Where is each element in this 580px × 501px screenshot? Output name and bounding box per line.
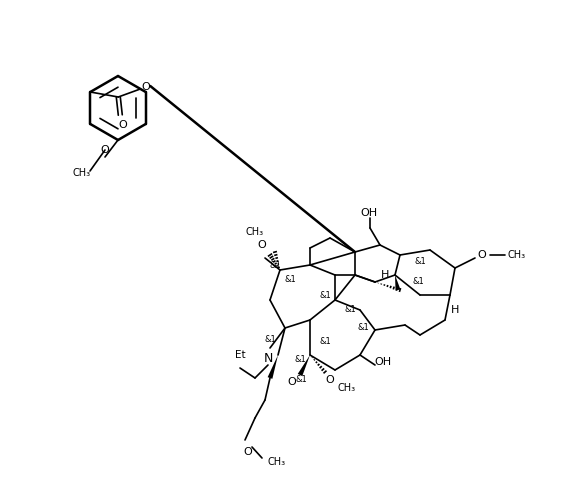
Polygon shape xyxy=(395,275,400,291)
Text: O: O xyxy=(118,120,126,130)
Text: &1: &1 xyxy=(357,323,369,332)
Text: O: O xyxy=(141,82,150,92)
Text: &1: &1 xyxy=(319,338,331,347)
Text: OH: OH xyxy=(375,357,392,367)
Text: &1: &1 xyxy=(269,261,281,270)
Text: CH₃: CH₃ xyxy=(268,457,286,467)
Text: &1: &1 xyxy=(319,291,331,300)
Text: CH₃: CH₃ xyxy=(338,383,356,393)
Text: H: H xyxy=(381,270,389,280)
Text: Et: Et xyxy=(235,350,245,360)
Text: OH: OH xyxy=(360,208,378,218)
Text: &1: &1 xyxy=(296,376,308,384)
Text: O: O xyxy=(100,145,110,155)
Polygon shape xyxy=(298,355,310,376)
Text: CH₃: CH₃ xyxy=(508,250,526,260)
Text: H: H xyxy=(451,305,459,315)
Text: &1: &1 xyxy=(414,258,426,267)
Text: &1: &1 xyxy=(264,336,276,345)
Text: N: N xyxy=(263,352,273,365)
Text: O: O xyxy=(258,240,266,250)
Text: &1: &1 xyxy=(294,356,306,365)
Text: &1: &1 xyxy=(344,306,356,315)
Text: CH₃: CH₃ xyxy=(246,227,264,237)
Text: &1: &1 xyxy=(284,276,296,285)
Text: O: O xyxy=(244,447,252,457)
Text: O: O xyxy=(325,375,335,385)
Text: O: O xyxy=(288,377,296,387)
Text: CH₃: CH₃ xyxy=(73,168,91,178)
Text: O: O xyxy=(477,250,487,260)
Polygon shape xyxy=(267,355,278,379)
Text: &1: &1 xyxy=(412,278,424,287)
